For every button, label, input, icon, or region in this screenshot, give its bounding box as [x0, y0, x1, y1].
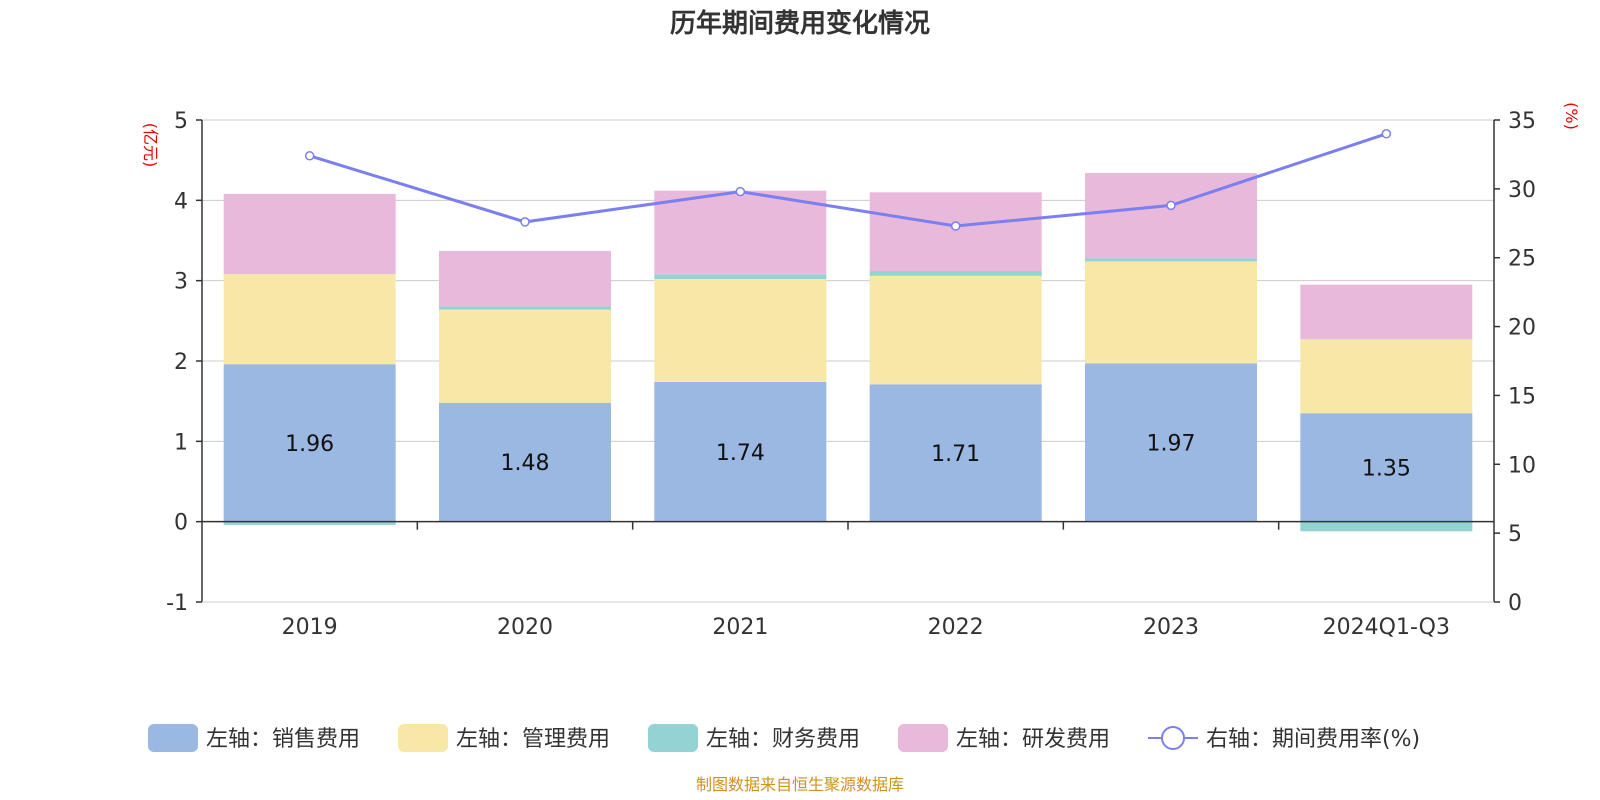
left-tick-label: -1	[166, 591, 188, 616]
rate-line-series	[304, 129, 1392, 231]
bar-2-2022	[869, 271, 1042, 276]
right-tick-label: 5	[1508, 522, 1522, 547]
legend-label: 左轴：销售费用	[206, 727, 360, 752]
data-label: 1.97	[1147, 432, 1196, 457]
bar-0-2019	[223, 364, 396, 522]
bar-3-2022	[869, 192, 1042, 272]
legend-swatch	[148, 724, 198, 752]
left-tick-label: 5	[174, 109, 188, 134]
data-label: 1.35	[1362, 456, 1411, 481]
bar-2-2019	[223, 521, 396, 525]
chart-title: 历年期间费用变化情况	[670, 8, 930, 39]
axes: -1 0 1 2 3 4 5 0 5 10 15 20 25 30 35 2019 2020 2021 2022 20…	[166, 109, 1536, 640]
bar-0-2021	[654, 381, 827, 522]
legend-label: 右轴：期间费用率(%)	[1206, 727, 1420, 752]
data-label: 1.96	[285, 432, 334, 457]
bar-0-2020	[439, 402, 611, 522]
category-label: 2024Q1-Q3	[1323, 615, 1450, 640]
bar-0-2022	[869, 384, 1042, 522]
bar-1-2021	[654, 279, 827, 382]
left-tick-label: 2	[174, 350, 188, 375]
rate-point	[1166, 200, 1176, 211]
bar-series	[223, 173, 1473, 532]
legend-line-marker	[1161, 726, 1185, 750]
bar-1-2020	[439, 309, 611, 403]
legend-label: 左轴：财务费用	[706, 727, 860, 752]
right-tick-label: 30	[1508, 178, 1536, 203]
rate-line	[309, 132, 1387, 228]
bar-0-2024Q1-Q3	[1300, 413, 1473, 522]
data-label: 1.48	[501, 451, 550, 476]
bar-1-2022	[869, 275, 1042, 385]
left-axis-unit: (亿元)	[141, 123, 160, 168]
left-tick-label: 1	[174, 430, 188, 455]
right-axis-unit: (%)	[1562, 102, 1581, 130]
bar-3-2019	[223, 193, 396, 275]
legend-swatch	[398, 724, 448, 752]
source-note: 制图数据来自恒生聚源数据库	[696, 775, 904, 794]
right-tick-label: 0	[1508, 591, 1522, 616]
bar-3-2021	[654, 190, 827, 275]
rate-point	[735, 186, 746, 197]
bar-2-2020	[439, 306, 611, 310]
bar-1-2019	[223, 274, 396, 365]
right-tick-label: 10	[1508, 453, 1536, 478]
category-label: 2020	[497, 615, 553, 640]
legend-swatch	[898, 724, 948, 752]
bar-1-2023	[1085, 261, 1257, 364]
category-label: 2022	[928, 615, 984, 640]
rate-point	[1381, 129, 1392, 139]
rate-point	[304, 151, 315, 161]
data-labels: 1.96 1.48 1.74 1.71 1.97 1.35	[285, 432, 1411, 482]
data-label: 1.74	[716, 441, 765, 466]
rate-point	[950, 221, 961, 231]
bar-0-2023	[1085, 363, 1257, 522]
bar-2-2023	[1085, 258, 1257, 262]
rate-point	[520, 217, 530, 227]
right-tick-label: 20	[1508, 316, 1536, 341]
bar-2-2021	[654, 274, 827, 280]
data-label: 1.71	[931, 442, 980, 467]
bar-1-2024Q1-Q3	[1300, 339, 1473, 414]
legend-label: 左轴：研发费用	[956, 727, 1110, 752]
category-label: 2019	[282, 615, 338, 640]
legend-swatch	[648, 724, 698, 752]
left-tick-label: 3	[174, 270, 188, 295]
left-tick-label: 4	[174, 189, 188, 214]
legend-label: 左轴：管理费用	[456, 727, 610, 752]
left-tick-label: 0	[174, 511, 188, 536]
right-tick-label: 35	[1508, 109, 1536, 134]
category-label: 2023	[1143, 615, 1199, 640]
bar-3-2020	[439, 250, 611, 307]
category-label: 2021	[712, 615, 768, 640]
legend: 左轴：销售费用 左轴：管理费用 左轴：财务费用 左轴：研发费用 右轴：期间费用率(%)	[148, 724, 1420, 752]
right-tick-label: 15	[1508, 384, 1536, 409]
grid-lines	[202, 119, 1494, 603]
right-tick-label: 25	[1508, 247, 1536, 272]
bar-3-2024Q1-Q3	[1300, 284, 1473, 340]
bar-2-2024Q1-Q3	[1300, 521, 1473, 532]
